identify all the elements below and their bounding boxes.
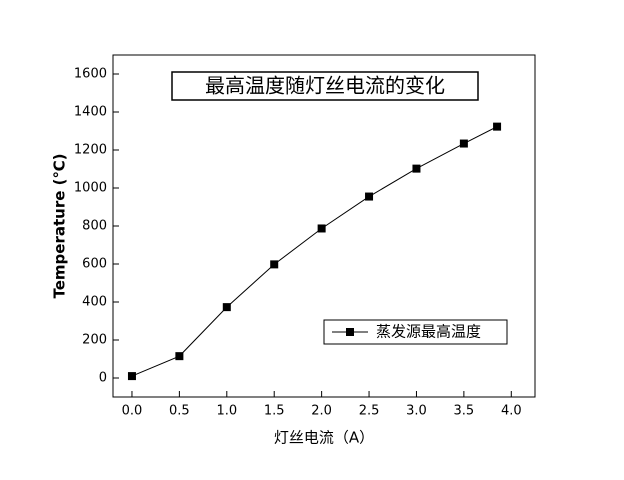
x-tick-label: 2.0 [311,404,332,419]
y-tick-label: 600 [82,257,107,272]
point [222,303,231,312]
title-box [171,71,479,101]
point [175,352,184,361]
y-tick-label: 0 [99,371,107,386]
x-tick-label: 3.5 [454,404,475,419]
x-tick-label: 4.0 [501,404,522,419]
y-tick-label: 1600 [74,67,107,82]
x-tick-label: 0.5 [169,404,190,419]
point [493,122,502,131]
x-tick-label: 1.5 [264,404,285,419]
legend-label: 蒸发源最高温度 [376,323,481,341]
point [459,139,468,148]
x-tick-label: 1.0 [216,404,237,419]
x-axis-label: 灯丝电流（A） [274,429,374,447]
point [127,372,136,381]
point [317,224,326,233]
point [365,192,374,201]
chart-title: 最高温度随灯丝电流的变化 [205,74,445,98]
y-tick-label: 800 [82,219,107,234]
legend-marker [346,328,354,336]
y-tick-label: 200 [82,333,107,348]
y-tick-label: 1000 [74,181,107,196]
point [412,164,421,173]
x-tick-label: 0.0 [122,404,143,419]
y-tick-label: 1400 [74,105,107,120]
y-tick-label: 1200 [74,143,107,158]
x-tick-label: 2.5 [359,404,380,419]
point [270,260,279,269]
x-tick-label: 3.0 [406,404,427,419]
y-tick-label: 400 [82,295,107,310]
y-axis-label: Temperature (℃) [51,154,69,299]
